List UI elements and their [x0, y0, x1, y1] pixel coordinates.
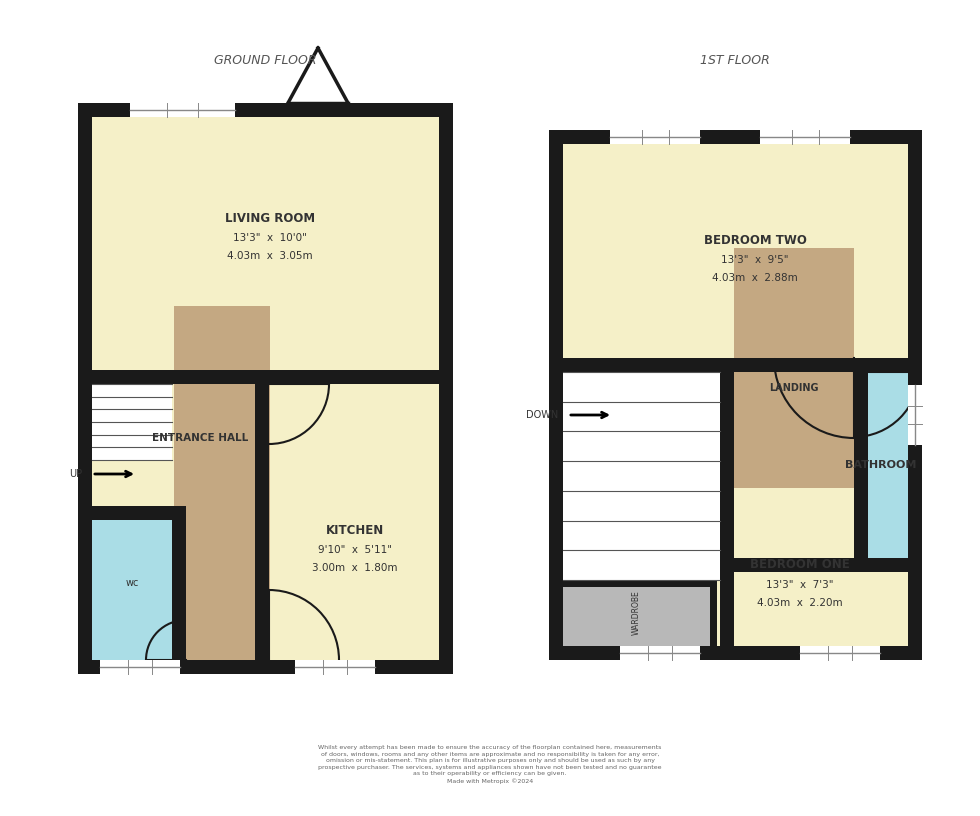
Bar — [78, 103, 453, 117]
Text: 4.03m  x  2.20m: 4.03m x 2.20m — [758, 598, 843, 608]
Text: 13'3"  x  10'0": 13'3" x 10'0" — [233, 233, 307, 243]
Bar — [100, 660, 180, 674]
Text: BEDROOM ONE: BEDROOM ONE — [750, 558, 850, 571]
Bar — [563, 144, 908, 646]
Bar — [549, 646, 922, 660]
Bar — [78, 103, 92, 674]
Bar — [130, 103, 235, 117]
Text: DOWN: DOWN — [525, 410, 558, 420]
Bar — [854, 372, 908, 558]
Bar — [760, 130, 850, 144]
Text: LANDING: LANDING — [769, 383, 818, 393]
Bar — [734, 248, 854, 488]
Bar — [255, 370, 269, 674]
Text: UP: UP — [69, 469, 82, 479]
Bar — [172, 506, 186, 660]
Bar — [549, 130, 922, 144]
Bar — [563, 580, 710, 587]
Bar — [78, 370, 453, 384]
Bar — [295, 660, 375, 674]
Text: 1ST FLOOR: 1ST FLOOR — [700, 54, 770, 66]
Bar — [908, 130, 922, 660]
Text: 13'3"  x  9'5": 13'3" x 9'5" — [721, 255, 789, 265]
Text: GROUND FLOOR: GROUND FLOOR — [214, 54, 317, 66]
Bar — [92, 506, 186, 520]
Bar — [720, 358, 734, 660]
Text: Whilst every attempt has been made to ensure the accuracy of the floorplan conta: Whilst every attempt has been made to en… — [318, 745, 662, 784]
Text: KITCHEN: KITCHEN — [326, 524, 384, 536]
Bar — [710, 580, 717, 646]
Text: 13'3"  x  7'3": 13'3" x 7'3" — [766, 580, 834, 590]
Bar — [439, 103, 453, 674]
Text: ENTRANCE HALL: ENTRANCE HALL — [152, 433, 248, 443]
Bar — [908, 385, 922, 445]
Bar — [549, 130, 563, 660]
Text: 9'10"  x  5'11": 9'10" x 5'11" — [318, 545, 392, 555]
Bar — [92, 506, 172, 660]
Bar — [269, 384, 439, 660]
Bar — [734, 558, 908, 572]
Bar — [854, 372, 868, 558]
Bar — [92, 384, 172, 460]
Text: 4.03m  x  3.05m: 4.03m x 3.05m — [227, 251, 313, 261]
Text: WARDROBE: WARDROBE — [632, 591, 641, 636]
Bar — [174, 306, 270, 660]
Text: BATHROOM: BATHROOM — [846, 460, 916, 470]
Bar — [92, 117, 439, 660]
Text: 4.03m  x  2.88m: 4.03m x 2.88m — [712, 273, 798, 283]
Text: wc: wc — [125, 578, 139, 588]
Bar — [610, 130, 700, 144]
Text: 3.00m  x  1.80m: 3.00m x 1.80m — [313, 563, 398, 573]
Bar — [78, 660, 453, 674]
Bar — [563, 580, 710, 646]
Bar — [549, 358, 922, 372]
Bar — [800, 646, 880, 660]
Bar — [620, 646, 700, 660]
Bar — [563, 372, 720, 580]
Text: BEDROOM TWO: BEDROOM TWO — [704, 233, 807, 246]
Text: LIVING ROOM: LIVING ROOM — [225, 211, 315, 224]
